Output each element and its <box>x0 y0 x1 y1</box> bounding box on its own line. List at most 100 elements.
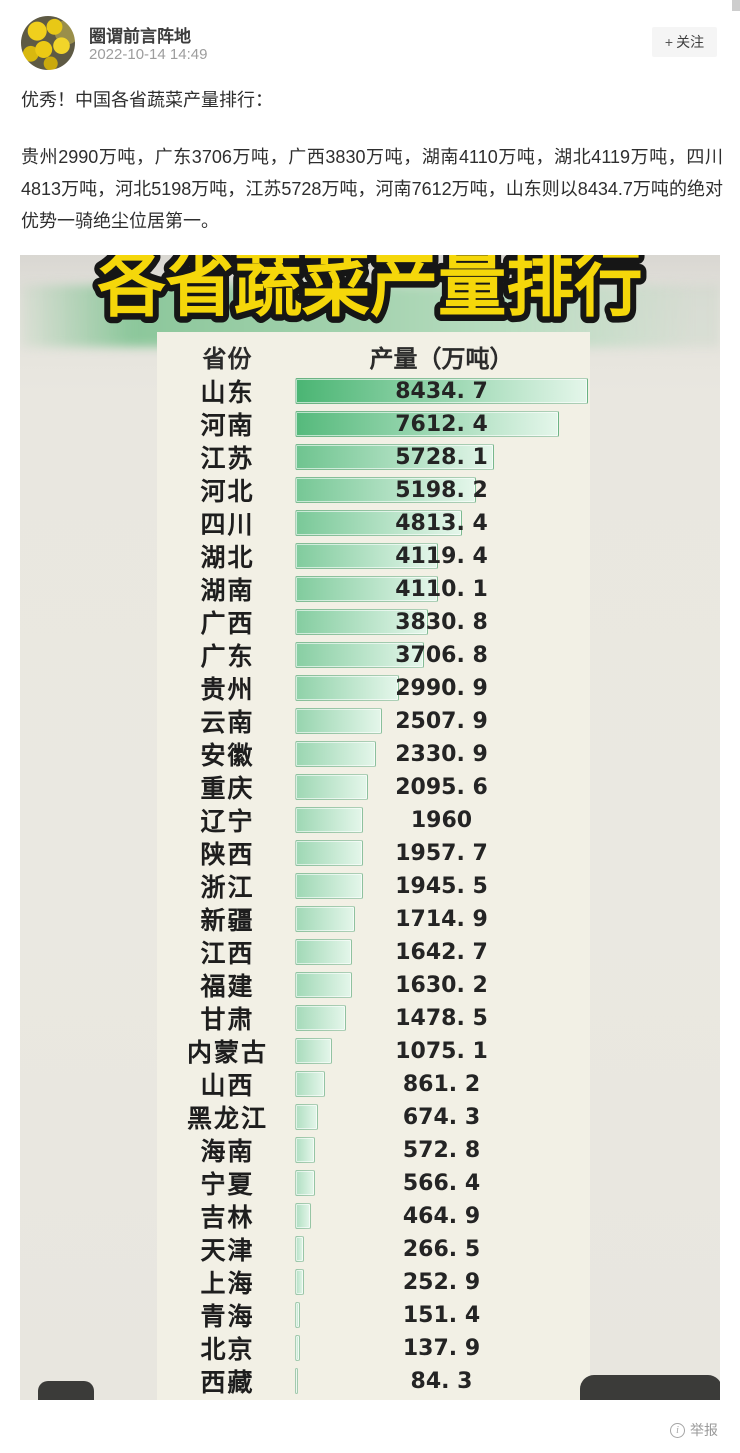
table-row: 内蒙古 1075. 1 <box>157 1034 590 1067</box>
value-bar <box>295 806 364 833</box>
value-label: 2330. 9 <box>395 741 488 767</box>
post-body: 贵州2990万吨，广东3706万吨，广西3830万吨，湖南4110万吨，湖北41… <box>21 147 723 231</box>
table-row: 江苏 5728. 1 <box>157 440 590 473</box>
province-label: 青海 <box>200 1302 255 1331</box>
value-label: 861. 2 <box>402 1071 481 1097</box>
province-label: 重庆 <box>200 774 255 803</box>
post-timestamp: 2022-10-14 14:49 <box>89 46 208 63</box>
value-bar <box>295 971 352 998</box>
value-bar <box>295 1268 304 1295</box>
table-row: 重庆 2095. 6 <box>157 770 590 803</box>
value-bar <box>295 1169 315 1196</box>
province-label: 天津 <box>200 1236 255 1265</box>
image-title-art: 各省蔬菜产量排行 <box>91 255 649 328</box>
bar-cell: 84. 3 <box>295 1367 588 1394</box>
province-label: 辽宁 <box>200 807 255 836</box>
province-label: 安徽 <box>200 741 255 770</box>
value-label: 8434. 7 <box>395 378 488 404</box>
bar-cell: 566. 4 <box>295 1169 588 1196</box>
province-label: 湖北 <box>200 543 255 572</box>
table-row: 天津 266. 5 <box>157 1232 590 1265</box>
value-bar <box>295 1004 347 1031</box>
value-label: 2095. 6 <box>395 774 488 800</box>
table-row: 四川 4813. 4 <box>157 506 590 539</box>
value-label: 674. 3 <box>402 1104 481 1130</box>
province-label: 上海 <box>200 1269 255 1298</box>
value-label: 572. 8 <box>402 1137 481 1163</box>
table-row: 江西 1642. 7 <box>157 935 590 968</box>
bar-cell: 1945. 5 <box>295 872 588 899</box>
value-bar <box>295 938 353 965</box>
table-row: 西藏 84. 3 <box>157 1364 590 1397</box>
bar-cell: 3706. 8 <box>295 641 588 668</box>
province-label: 贵州 <box>200 675 255 704</box>
table-row: 山西 861. 2 <box>157 1067 590 1100</box>
province-label: 宁夏 <box>200 1170 255 1199</box>
bar-cell: 2507. 9 <box>295 707 588 734</box>
bar-cell: 1960 <box>295 806 588 833</box>
province-label: 广东 <box>200 642 255 671</box>
province-label: 北京 <box>200 1335 255 1364</box>
avatar[interactable] <box>21 16 75 70</box>
value-bar <box>295 575 438 602</box>
province-label: 甘肃 <box>200 1005 255 1034</box>
post-title: 优秀！中国各省蔬菜产量排行： <box>21 90 273 110</box>
bar-cell: 252. 9 <box>295 1268 588 1295</box>
province-label: 陕西 <box>200 840 255 869</box>
bar-cell: 4813. 4 <box>295 509 588 536</box>
overlay-pill-right <box>580 1375 720 1400</box>
province-label: 江苏 <box>200 444 255 473</box>
table-row: 吉林 464. 9 <box>157 1199 590 1232</box>
overlay-pill-left <box>38 1381 94 1400</box>
value-label: 1075. 1 <box>395 1038 488 1064</box>
value-bar <box>295 1367 298 1394</box>
post-image-vegetable-ranking[interactable]: 各省蔬菜产量排行 省份 产量（万吨） 山东 8434. 7 河南 7612. 4 江苏 5… <box>20 255 720 1400</box>
author-name[interactable]: 圈谓前言阵地 <box>89 27 191 46</box>
value-bar <box>295 773 368 800</box>
value-bar <box>295 1136 315 1163</box>
bar-cell: 861. 2 <box>295 1070 588 1097</box>
value-label: 4119. 4 <box>395 543 488 569</box>
bar-cell: 4119. 4 <box>295 542 588 569</box>
value-label: 151. 4 <box>402 1302 481 1328</box>
table-row: 广西 3830. 8 <box>157 605 590 638</box>
table-row: 河南 7612. 4 <box>157 407 590 440</box>
image-title-text: 各省蔬菜产量排行 <box>98 255 643 325</box>
value-bar <box>295 443 494 470</box>
scrollbar-thumb[interactable] <box>732 0 740 11</box>
value-bar <box>295 1202 312 1229</box>
bar-cell: 2330. 9 <box>295 740 588 767</box>
value-label: 137. 9 <box>402 1335 481 1361</box>
value-bar <box>295 872 363 899</box>
bar-cell: 151. 4 <box>295 1301 588 1328</box>
bar-cell: 1714. 9 <box>295 905 588 932</box>
province-label: 新疆 <box>200 906 255 935</box>
plus-icon: + <box>664 34 674 50</box>
table-row: 河北 5198. 2 <box>157 473 590 506</box>
value-label: 266. 5 <box>402 1236 481 1262</box>
bar-cell: 137. 9 <box>295 1334 588 1361</box>
province-label: 内蒙古 <box>186 1038 268 1067</box>
value-label: 1960 <box>410 807 473 833</box>
bar-cell: 464. 9 <box>295 1202 588 1229</box>
value-label: 5728. 1 <box>395 444 488 470</box>
bar-cell: 8434. 7 <box>295 377 588 404</box>
table-row: 北京 137. 9 <box>157 1331 590 1364</box>
value-label: 1957. 7 <box>395 840 488 866</box>
province-label: 西藏 <box>200 1368 255 1397</box>
value-bar <box>295 608 429 635</box>
bar-cell: 5198. 2 <box>295 476 588 503</box>
table-row: 云南 2507. 9 <box>157 704 590 737</box>
column-header-output: 产量（万吨） <box>369 345 514 373</box>
table-row: 湖南 4110. 1 <box>157 572 590 605</box>
value-bar <box>295 1070 325 1097</box>
value-label: 464. 9 <box>402 1203 481 1229</box>
bar-cell: 674. 3 <box>295 1103 588 1130</box>
province-label: 浙江 <box>200 873 255 902</box>
report-link[interactable]: i 举报 <box>670 1420 718 1440</box>
follow-button[interactable]: + 关注 <box>652 27 717 57</box>
table-row: 福建 1630. 2 <box>157 968 590 1001</box>
bar-cell: 2095. 6 <box>295 773 588 800</box>
value-label: 1714. 9 <box>395 906 488 932</box>
value-label: 1478. 5 <box>395 1005 488 1031</box>
